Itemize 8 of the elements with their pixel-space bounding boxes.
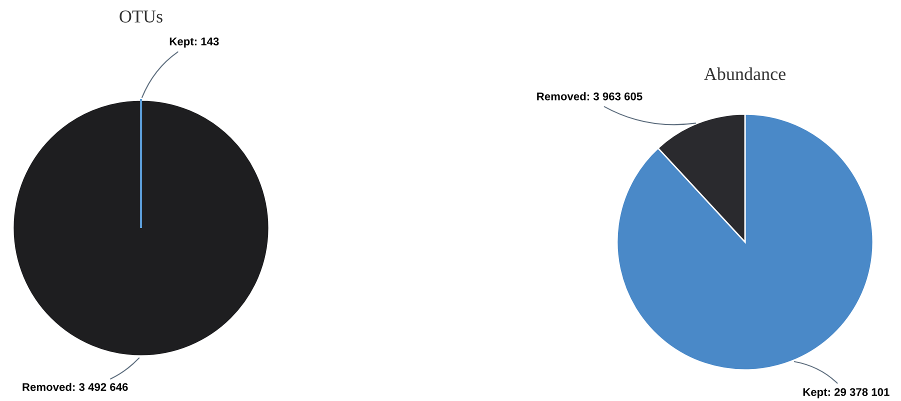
chart-title: OTUs <box>120 10 162 23</box>
slice-label: Removed: 3 492 646 <box>22 382 128 391</box>
chart-title: Abundance <box>704 67 786 80</box>
slice-label: Kept: 143 <box>170 38 219 48</box>
pie-slice <box>12 99 270 357</box>
pie-slice <box>616 113 874 371</box>
slice-label: Removed: 3 963 605 <box>537 92 642 100</box>
slice-label: Kept: 29 378 101 <box>803 388 890 398</box>
